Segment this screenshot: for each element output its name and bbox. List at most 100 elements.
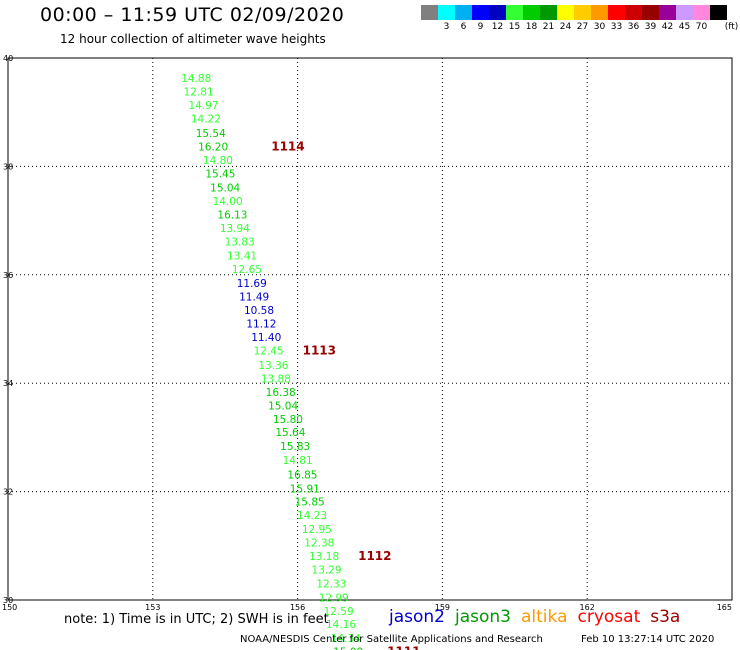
wave-height-label: 16.85: [287, 469, 317, 481]
wave-height-label: 12.65: [232, 264, 262, 276]
wave-height-label: 12.59: [324, 606, 354, 618]
y-tick-label: 40: [3, 54, 13, 63]
legend-tick-label: 12: [491, 22, 504, 32]
wave-height-label: 13.29: [312, 565, 342, 577]
wave-height-label: 12.95: [302, 524, 332, 536]
legend-tick-label: 15: [508, 22, 521, 32]
wave-height-label: 14.97: [188, 100, 218, 112]
y-tick-label: 36: [3, 271, 13, 280]
x-tick-label: 159: [435, 603, 450, 612]
wave-height-label: 11.40: [251, 332, 281, 344]
legend-unit-label: (ft): [724, 22, 739, 32]
wave-height-label: 15.54: [196, 128, 226, 140]
x-tick-label: 156: [290, 603, 305, 612]
wave-height-label: 12.81: [184, 87, 214, 99]
wave-height-label: 13.83: [225, 237, 255, 249]
satellite-legend-item: s3a: [650, 607, 681, 627]
legend-swatch: [455, 5, 472, 20]
page-subtitle: 12 hour collection of altimeter wave hei…: [60, 32, 326, 46]
wave-height-label: 16.20: [198, 141, 228, 153]
legend-tick-label: 9: [477, 22, 484, 32]
legend-swatch: [438, 5, 455, 20]
legend-tick-label: 70: [695, 22, 708, 32]
legend-swatch: [489, 5, 506, 20]
wave-height-label: 13.94: [220, 223, 250, 235]
legend-tick-label: 45: [678, 22, 691, 32]
satellite-legend-item: jason3: [455, 607, 511, 627]
legend-tick-label: 42: [661, 22, 674, 32]
wave-height-label: 12.33: [316, 579, 346, 591]
legend-tick-label: 36: [627, 22, 640, 32]
wave-height-label: 14.23: [297, 510, 327, 522]
legend-swatch: [540, 5, 557, 20]
wave-height-label: 15.83: [280, 441, 310, 453]
wave-height-label: 11.12: [246, 319, 276, 331]
footer-timestamp: Feb 10 13:27:14 UTC 2020: [581, 634, 715, 645]
legend-swatch: [659, 5, 676, 20]
legend-swatch: [506, 5, 523, 20]
track-time-label: 1111: [387, 644, 420, 650]
legend-tick-label: 33: [610, 22, 623, 32]
x-tick-label: 165: [717, 603, 732, 612]
legend-swatch: [642, 5, 659, 20]
y-tick-label: 34: [3, 379, 13, 388]
legend-tick-label: 30: [593, 22, 606, 32]
wave-height-label: 15.04: [210, 183, 240, 195]
page-title: 00:00 – 11:59 UTC 02/09/2020: [40, 4, 345, 26]
track-time-label: 1114: [271, 139, 304, 153]
track-time-label: 1112: [358, 549, 391, 563]
satellite-legend: jason2 jason3 altika cryosat s3a: [389, 607, 690, 627]
plot-frame: [7, 57, 733, 601]
wave-height-label: 13.36: [258, 360, 288, 372]
satellite-legend-item: jason2: [389, 607, 445, 627]
wave-height-label: 14.00: [213, 196, 243, 208]
y-tick-label: 30: [3, 596, 13, 605]
legend-swatch: [591, 5, 608, 20]
wave-height-label: 13.41: [227, 250, 257, 262]
x-tick-label: 150: [2, 603, 17, 612]
legend-swatch: [472, 5, 489, 20]
footer-credit: NOAA/NESDIS Center for Satellite Applica…: [240, 634, 543, 645]
legend-tick-label: 6: [460, 22, 467, 32]
wave-height-label: 12.38: [304, 538, 334, 550]
wave-height-label: 15.45: [205, 168, 235, 180]
legend-swatch: [676, 5, 693, 20]
legend-swatch: [625, 5, 642, 20]
legend-swatch: [557, 5, 574, 20]
legend-swatch: [574, 5, 591, 20]
footer-note: note: 1) Time is in UTC; 2) SWH is in fe…: [64, 612, 329, 627]
wave-height-label: 15.91: [290, 483, 320, 495]
wave-height-label: 15.09: [333, 646, 363, 650]
wave-height-label: 14.80: [203, 155, 233, 167]
legend-tick-label: 18: [525, 22, 538, 32]
wave-height-label: 15.64: [275, 427, 305, 439]
track-time-label: 1113: [303, 344, 336, 358]
legend-swatch: [693, 5, 710, 20]
x-tick-label: 162: [580, 603, 595, 612]
legend-swatch: [523, 5, 540, 20]
wave-height-label: 10.58: [244, 305, 274, 317]
wave-height-label: 15.04: [268, 400, 298, 412]
y-tick-label: 32: [3, 488, 13, 497]
wave-height-label: 15.85: [295, 496, 325, 508]
wave-height-label: 14.22: [191, 114, 221, 126]
legend-tick-label: 27: [576, 22, 589, 32]
legend-swatch: [710, 5, 727, 20]
wave-height-label: 13.18: [309, 551, 339, 563]
satellite-legend-item: cryosat: [577, 607, 641, 627]
wave-height-label: 14.88: [181, 73, 211, 85]
legend-swatch: [608, 5, 625, 20]
wave-height-label: 12.99: [319, 592, 349, 604]
legend-swatch: [421, 5, 438, 20]
legend-tick-label: 39: [644, 22, 657, 32]
wave-height-label: 12.45: [254, 346, 284, 358]
wave-height-label: 15.80: [273, 414, 303, 426]
wave-height-label: 14.34: [331, 633, 361, 645]
wave-height-label: 14.16: [326, 619, 356, 631]
wave-height-label: 14.81: [283, 455, 313, 467]
color-legend: [421, 5, 727, 20]
legend-tick-label: 21: [542, 22, 555, 32]
satellite-legend-item: altika: [521, 607, 568, 627]
legend-tick-label: 24: [559, 22, 572, 32]
wave-height-label: 11.69: [237, 278, 267, 290]
